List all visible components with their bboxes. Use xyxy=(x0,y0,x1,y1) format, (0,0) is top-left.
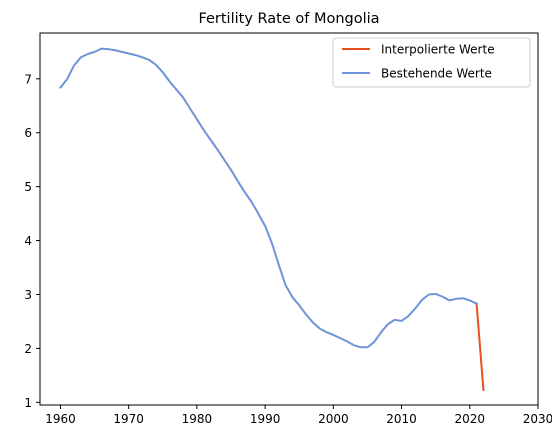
series-line-bestehend xyxy=(59,47,478,349)
x-tick-label: 1980 xyxy=(182,412,213,426)
y-tick-label: 7 xyxy=(24,72,32,86)
legend-label-interpoliert: Interpolierte Werte xyxy=(381,43,495,57)
legend-label-bestehend: Bestehende Werte xyxy=(381,67,492,81)
y-tick-label: 2 xyxy=(24,342,32,356)
y-tick-label: 5 xyxy=(24,180,32,194)
x-tick-label: 2020 xyxy=(455,412,486,426)
legend-box xyxy=(332,37,531,88)
x-tick-label: 2000 xyxy=(318,412,349,426)
series-line-interpoliert xyxy=(475,302,485,391)
y-tick-label: 1 xyxy=(24,396,32,410)
y-tick-label: 6 xyxy=(24,126,32,140)
x-tick-label: 2030 xyxy=(523,412,552,426)
x-tick-label: 1960 xyxy=(45,412,76,426)
plot-lines xyxy=(59,47,485,391)
x-tick-label: 2010 xyxy=(386,412,417,426)
y-tick-label: 4 xyxy=(24,234,32,248)
x-axis: 1960 1970 1980 1990 2000 2010 2020 2030 xyxy=(45,405,552,426)
y-tick-label: 3 xyxy=(24,288,32,302)
legend: Interpolierte Werte Bestehende Werte xyxy=(332,37,531,88)
plot-frame xyxy=(39,32,539,406)
x-tick-label: 1990 xyxy=(250,412,281,426)
chart-title: Fertility Rate of Mongolia xyxy=(198,11,379,27)
x-tick-label: 1970 xyxy=(113,412,144,426)
y-axis: 1 2 3 4 5 6 7 xyxy=(24,72,40,410)
